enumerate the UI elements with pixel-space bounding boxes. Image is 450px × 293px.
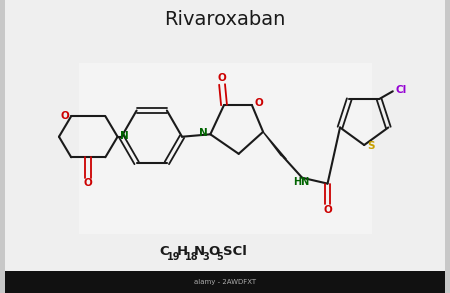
Text: Cl: Cl: [396, 85, 407, 95]
Text: C: C: [159, 245, 169, 258]
Text: O: O: [218, 73, 226, 83]
Text: O: O: [208, 245, 220, 258]
Text: O: O: [254, 98, 263, 108]
Text: Rivaroxaban: Rivaroxaban: [164, 10, 286, 29]
Text: N: N: [194, 245, 205, 258]
Text: 19: 19: [167, 252, 181, 262]
Text: O: O: [60, 111, 69, 121]
Text: 3: 3: [202, 252, 209, 262]
Text: S: S: [367, 141, 375, 151]
Bar: [5, 271, 445, 293]
Text: 5: 5: [217, 252, 224, 262]
Text: O: O: [323, 205, 332, 215]
Text: O: O: [84, 178, 93, 188]
Text: N: N: [120, 131, 128, 141]
Polygon shape: [263, 132, 286, 159]
Text: H: H: [177, 245, 188, 258]
Text: HN: HN: [293, 177, 310, 187]
Text: N: N: [199, 128, 208, 138]
Text: 18: 18: [185, 252, 198, 262]
Text: alamy - 2AWDFXT: alamy - 2AWDFXT: [194, 279, 256, 285]
Bar: [78, 64, 372, 234]
Text: SCl: SCl: [223, 245, 247, 258]
